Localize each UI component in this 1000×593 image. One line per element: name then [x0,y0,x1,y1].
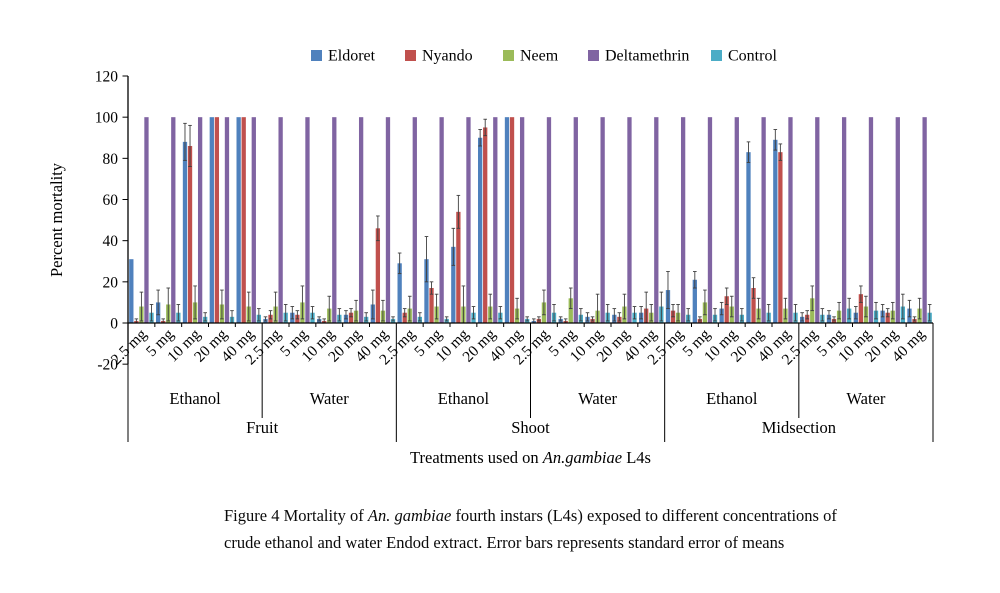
nyando-bar [509,117,515,323]
deltamethrin-bar [144,117,149,323]
legend-swatch-neem [503,50,514,61]
solvent-label: Water [310,389,349,408]
eldoret-bar [209,117,214,323]
caption-line-1: Figure 4 Mortality of An. gambiae fourth… [224,506,837,525]
deltamethrin-bar [385,117,391,323]
deltamethrin-bar [439,117,444,323]
eldoret-bar [504,117,510,323]
eldoret-bar [719,308,724,323]
deltamethrin-bar [573,117,578,323]
x-axis-title: Treatments used on An.gambiae L4s [410,448,651,467]
eldoret-bar [746,152,751,323]
nyando-bar [402,312,407,323]
legend-swatch-eldoret [311,50,322,61]
legend-label-deltamethrin: Deltamethrin [605,48,689,65]
nyando-bar [858,294,864,323]
nyando-bar [187,145,193,323]
eldoret-bar [692,279,697,323]
eldoret-bar [451,246,456,323]
deltamethrin-bar [412,117,417,323]
y-tick-label: 40 [103,233,119,250]
neem-bar [568,298,573,323]
nyando-bar [724,296,729,323]
mortality-bar-chart: Eldoret Nyando Neem Deltamethrin Control -20 0… [47,48,934,467]
deltamethrin-bar [761,117,766,323]
nyando-bar [885,312,890,323]
deltamethrin-bar [519,117,525,323]
deltamethrin-bar [868,117,874,323]
legend-swatch-nyando [405,50,416,61]
nyando-bar [456,211,461,323]
deltamethrin-bar [466,117,471,323]
part-label: Fruit [246,418,279,437]
eldoret-bar [397,263,402,323]
legend-label-nyando: Nyando [422,48,473,65]
legend-label-control: Control [728,48,777,65]
legend-label-neem: Neem [520,48,559,65]
nyando-bar [214,117,220,323]
legend-swatch-deltamethrin [588,50,599,61]
eldoret-bar [478,137,483,323]
y-tick-label: 100 [95,110,119,127]
y-tick-label: 120 [95,69,119,86]
deltamethrin-bar [197,117,203,323]
nyando-bar [429,288,434,323]
deltamethrin-bar [600,117,605,323]
solvent-label: Ethanol [438,389,490,408]
part-label: Shoot [511,418,550,437]
deltamethrin-bar [332,117,337,323]
eldoret-bar [236,117,241,323]
deltamethrin-bar [493,117,498,323]
deltamethrin-bar [680,117,686,323]
y-tick-label: 80 [103,151,119,168]
y-tick-label: 0 [110,316,118,333]
deltamethrin-bar [895,117,900,323]
nyando-bar [778,152,783,323]
eldoret-bar [773,139,778,323]
nyando-bar [375,228,381,323]
solvent-label: Water [578,389,617,408]
caption-line-2: crude ethanol and water Endod extract. E… [224,533,785,552]
nyando-bar [751,288,756,323]
nyando-bar [241,117,246,323]
nyando-bar [348,312,354,323]
y-tick-label: 20 [103,274,119,291]
legend-swatch-control [711,50,722,61]
deltamethrin-bar [815,117,820,323]
deltamethrin-bar [627,117,632,323]
eldoret-bar [182,141,188,323]
deltamethrin-bar [788,117,793,323]
deltamethrin-bar [305,117,310,323]
deltamethrin-bar [546,117,552,323]
legend-label-eldoret: Eldoret [328,48,376,65]
y-tick-label: -20 [97,357,118,374]
solvent-label: Ethanol [169,389,221,408]
eldoret-bar [129,259,134,323]
solvent-label: Ethanol [706,389,758,408]
nyando-bar [483,127,488,324]
deltamethrin-bar [171,117,176,323]
deltamethrin-bar [734,117,739,323]
deltamethrin-bar [278,117,283,323]
deltamethrin-bar [922,117,927,323]
eldoret-bar [424,259,429,323]
y-tick-label: 60 [103,192,119,209]
part-label: Midsection [762,418,836,437]
deltamethrin-bar [654,117,659,323]
deltamethrin-bar [224,117,230,323]
deltamethrin-bar [707,117,713,323]
figure-caption: Figure 4 Mortality of An. gambiae fourth… [224,502,884,556]
deltamethrin-bar [841,117,847,323]
solvent-label: Water [846,389,885,408]
deltamethrin-bar [251,117,256,323]
deltamethrin-bar [358,117,364,323]
y-axis-title: Percent mortality [47,162,66,277]
